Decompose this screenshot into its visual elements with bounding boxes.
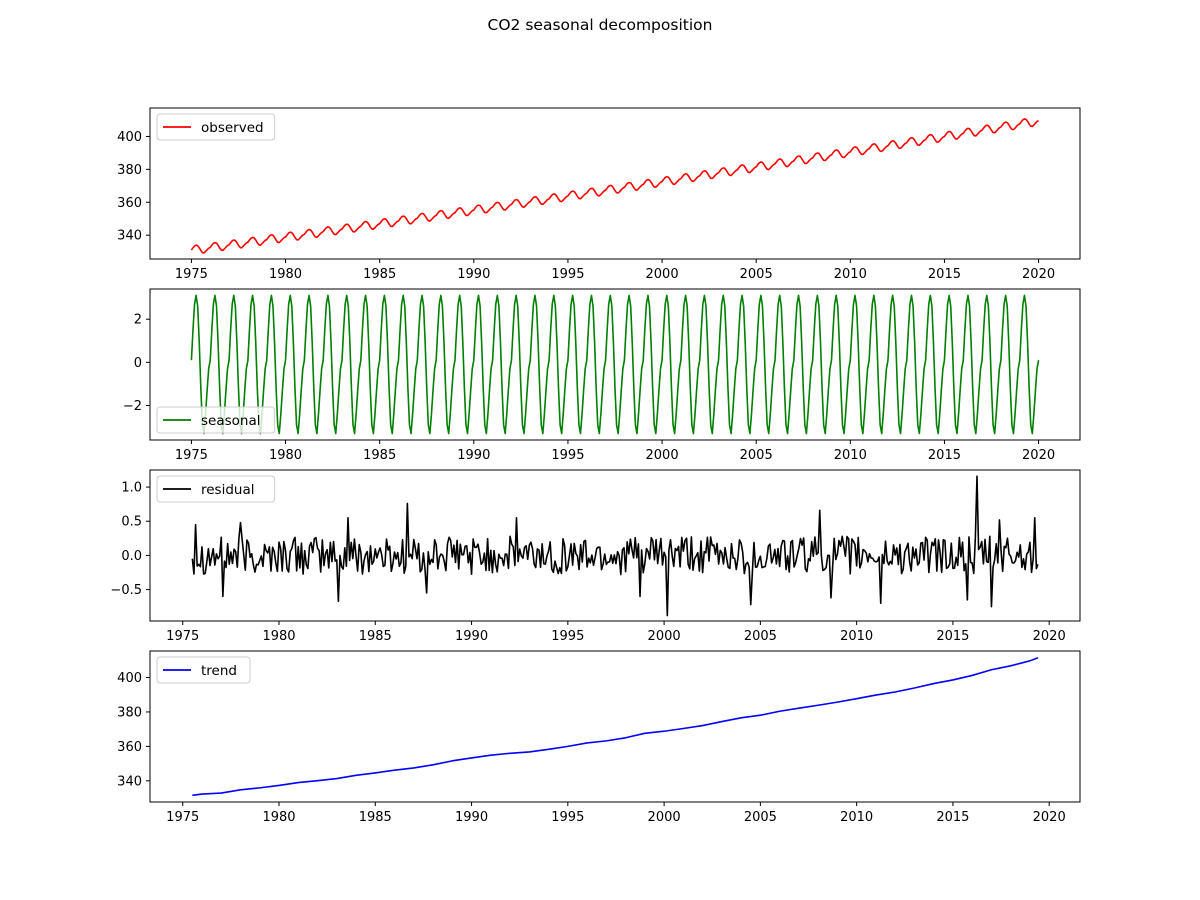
x-tick-label: 1980 (262, 810, 295, 825)
x-tick-label: 1990 (455, 629, 488, 644)
x-tick-label: 2015 (936, 629, 969, 644)
y-tick-label: 0 (134, 356, 142, 371)
x-tick-label: 1980 (269, 448, 302, 463)
observed-legend: observed (156, 113, 276, 141)
trend-line (192, 656, 1039, 797)
x-tick-label: 2010 (840, 629, 873, 644)
trend-legend-label: trend (201, 663, 237, 679)
x-tick-label: 2015 (928, 448, 961, 463)
x-tick-label: 2010 (840, 810, 873, 825)
y-tick-label: 380 (117, 163, 142, 178)
seasonal-axes-frame (149, 288, 1081, 441)
x-tick-label: 2005 (744, 629, 777, 644)
x-tick-label: 1995 (551, 810, 584, 825)
y-tick-label: 360 (117, 196, 142, 211)
residual-line (191, 475, 1039, 617)
x-tick-label: 2005 (744, 810, 777, 825)
x-tick-label: 1990 (455, 810, 488, 825)
figure-title: CO2 seasonal decomposition (488, 16, 713, 34)
seasonal-legend: seasonal (156, 406, 276, 434)
x-tick-label: 1975 (166, 810, 199, 825)
seasonal-panel: 1975 1980 1985 1990 1995 2000 2005 2010 2015 2020… (123, 288, 1081, 463)
x-tick-label: 1995 (551, 629, 584, 644)
seasonal-legend-label: seasonal (201, 413, 260, 429)
residual-legend: residual (156, 475, 276, 503)
residual-axes-frame (149, 469, 1081, 622)
y-tick-label: 0.0 (121, 549, 142, 564)
y-tick-label: 340 (117, 229, 142, 244)
x-tick-label: 1980 (262, 629, 295, 644)
x-tick-label: 1985 (359, 629, 392, 644)
x-tick-label: 2010 (834, 448, 867, 463)
x-tick-label: 2020 (1033, 810, 1066, 825)
residual-panel: 1975 1980 1985 1990 1995 2000 2005 2010 2015 2020… (110, 469, 1081, 644)
residual-legend-label: residual (201, 482, 255, 498)
x-tick-label: 2015 (928, 267, 961, 282)
x-tick-label: 1975 (175, 448, 208, 463)
x-tick-label: 1995 (551, 267, 584, 282)
x-tick-label: 1985 (359, 810, 392, 825)
trend-panel: 1975 1980 1985 1990 1995 2000 2005 2010 2015 2020… (117, 650, 1081, 825)
x-tick-label: 2005 (740, 448, 773, 463)
x-tick-label: 1980 (269, 267, 302, 282)
y-tick-label: −2 (123, 399, 142, 414)
y-tick-label: 400 (117, 671, 142, 686)
trend-legend: trend (156, 656, 251, 684)
x-tick-label: 2000 (646, 267, 679, 282)
y-tick-label: 0.5 (121, 515, 142, 530)
x-tick-label: 2020 (1022, 267, 1055, 282)
y-tick-label: 380 (117, 705, 142, 720)
y-tick-label: 2 (134, 313, 142, 328)
x-tick-label: 2020 (1022, 448, 1055, 463)
x-tick-label: 1995 (551, 448, 584, 463)
x-tick-label: 1975 (166, 629, 199, 644)
y-tick-label: 1.0 (121, 481, 142, 496)
x-tick-label: 2020 (1033, 629, 1066, 644)
x-tick-label: 2010 (834, 267, 867, 282)
x-tick-label: 1985 (363, 267, 396, 282)
x-tick-label: 2005 (740, 267, 773, 282)
x-tick-label: 2000 (648, 629, 681, 644)
x-tick-label: 2000 (648, 810, 681, 825)
y-tick-label: 360 (117, 740, 142, 755)
x-tick-label: 2015 (936, 810, 969, 825)
x-tick-label: 2000 (646, 448, 679, 463)
observed-legend-label: observed (201, 120, 264, 136)
x-tick-label: 1990 (457, 448, 490, 463)
x-tick-label: 1990 (457, 267, 490, 282)
x-tick-label: 1975 (175, 267, 208, 282)
y-tick-label: −0.5 (110, 583, 142, 598)
x-tick-label: 1985 (363, 448, 396, 463)
seasonal-line (190, 294, 1040, 435)
y-tick-label: 340 (117, 774, 142, 789)
observed-panel: 1975 1980 1985 1990 1995 2000 2005 2010 2015 2020… (117, 107, 1081, 282)
observed-line (190, 118, 1039, 254)
y-tick-label: 400 (117, 130, 142, 145)
trend-axes-frame (149, 650, 1081, 803)
observed-axes-frame (149, 107, 1081, 260)
